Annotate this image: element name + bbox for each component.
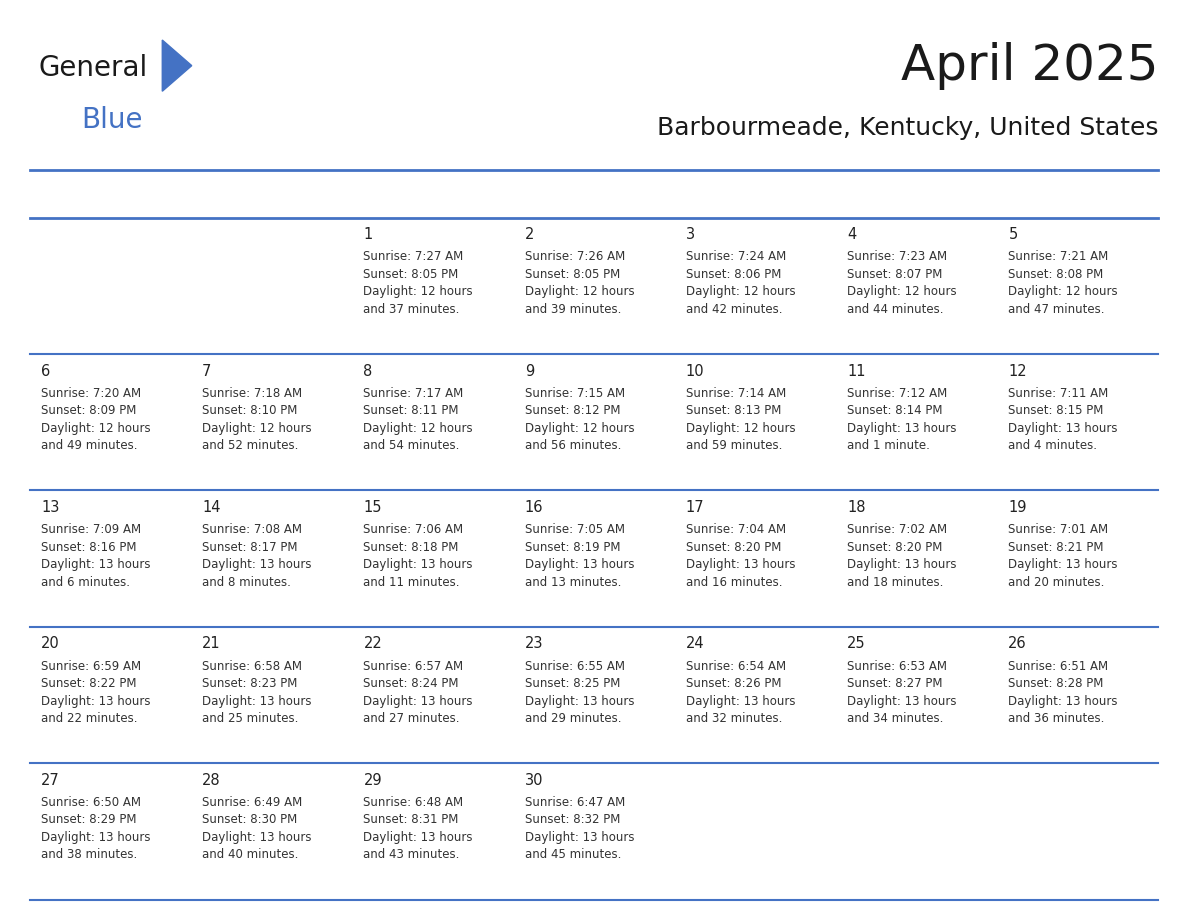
Text: 28: 28 <box>202 773 221 788</box>
Text: Sunrise: 7:24 AM
Sunset: 8:06 PM
Daylight: 12 hours
and 42 minutes.: Sunrise: 7:24 AM Sunset: 8:06 PM Dayligh… <box>685 251 796 316</box>
Text: 27: 27 <box>40 773 59 788</box>
Text: 22: 22 <box>364 636 383 652</box>
Text: General: General <box>39 54 148 83</box>
Text: Sunrise: 7:14 AM
Sunset: 8:13 PM
Daylight: 12 hours
and 59 minutes.: Sunrise: 7:14 AM Sunset: 8:13 PM Dayligh… <box>685 386 796 453</box>
Text: Blue: Blue <box>81 106 143 134</box>
Text: Sunrise: 6:58 AM
Sunset: 8:23 PM
Daylight: 13 hours
and 25 minutes.: Sunrise: 6:58 AM Sunset: 8:23 PM Dayligh… <box>202 659 311 725</box>
Text: 2: 2 <box>525 227 535 242</box>
Text: April 2025: April 2025 <box>901 41 1158 90</box>
Text: 3: 3 <box>685 227 695 242</box>
Text: Friday: Friday <box>851 185 908 203</box>
Text: 30: 30 <box>525 773 543 788</box>
Text: 19: 19 <box>1009 500 1026 515</box>
Text: Barbourmeade, Kentucky, United States: Barbourmeade, Kentucky, United States <box>657 117 1158 140</box>
Text: 24: 24 <box>685 636 704 652</box>
Text: Sunrise: 7:09 AM
Sunset: 8:16 PM
Daylight: 13 hours
and 6 minutes.: Sunrise: 7:09 AM Sunset: 8:16 PM Dayligh… <box>40 523 151 588</box>
Text: Sunrise: 7:26 AM
Sunset: 8:05 PM
Daylight: 12 hours
and 39 minutes.: Sunrise: 7:26 AM Sunset: 8:05 PM Dayligh… <box>525 251 634 316</box>
Text: Sunrise: 6:55 AM
Sunset: 8:25 PM
Daylight: 13 hours
and 29 minutes.: Sunrise: 6:55 AM Sunset: 8:25 PM Dayligh… <box>525 659 634 725</box>
Text: 9: 9 <box>525 364 533 378</box>
Text: Sunrise: 6:48 AM
Sunset: 8:31 PM
Daylight: 13 hours
and 43 minutes.: Sunrise: 6:48 AM Sunset: 8:31 PM Dayligh… <box>364 796 473 861</box>
Text: Sunrise: 6:47 AM
Sunset: 8:32 PM
Daylight: 13 hours
and 45 minutes.: Sunrise: 6:47 AM Sunset: 8:32 PM Dayligh… <box>525 796 634 861</box>
Text: Sunrise: 6:53 AM
Sunset: 8:27 PM
Daylight: 13 hours
and 34 minutes.: Sunrise: 6:53 AM Sunset: 8:27 PM Dayligh… <box>847 659 956 725</box>
Text: Sunrise: 6:50 AM
Sunset: 8:29 PM
Daylight: 13 hours
and 38 minutes.: Sunrise: 6:50 AM Sunset: 8:29 PM Dayligh… <box>40 796 151 861</box>
Text: 18: 18 <box>847 500 866 515</box>
Text: Sunrise: 7:27 AM
Sunset: 8:05 PM
Daylight: 12 hours
and 37 minutes.: Sunrise: 7:27 AM Sunset: 8:05 PM Dayligh… <box>364 251 473 316</box>
Text: Sunrise: 6:59 AM
Sunset: 8:22 PM
Daylight: 13 hours
and 22 minutes.: Sunrise: 6:59 AM Sunset: 8:22 PM Dayligh… <box>40 659 151 725</box>
Text: Sunrise: 7:21 AM
Sunset: 8:08 PM
Daylight: 12 hours
and 47 minutes.: Sunrise: 7:21 AM Sunset: 8:08 PM Dayligh… <box>1009 251 1118 316</box>
Text: 20: 20 <box>40 636 59 652</box>
Text: 25: 25 <box>847 636 866 652</box>
Text: Sunrise: 7:17 AM
Sunset: 8:11 PM
Daylight: 12 hours
and 54 minutes.: Sunrise: 7:17 AM Sunset: 8:11 PM Dayligh… <box>364 386 473 453</box>
Text: 4: 4 <box>847 227 857 242</box>
Text: 11: 11 <box>847 364 866 378</box>
Text: Sunrise: 6:57 AM
Sunset: 8:24 PM
Daylight: 13 hours
and 27 minutes.: Sunrise: 6:57 AM Sunset: 8:24 PM Dayligh… <box>364 659 473 725</box>
Text: 13: 13 <box>40 500 59 515</box>
Text: 21: 21 <box>202 636 221 652</box>
Text: Sunrise: 6:54 AM
Sunset: 8:26 PM
Daylight: 13 hours
and 32 minutes.: Sunrise: 6:54 AM Sunset: 8:26 PM Dayligh… <box>685 659 796 725</box>
Text: Thursday: Thursday <box>689 185 776 203</box>
Text: 15: 15 <box>364 500 383 515</box>
Text: Sunrise: 7:05 AM
Sunset: 8:19 PM
Daylight: 13 hours
and 13 minutes.: Sunrise: 7:05 AM Sunset: 8:19 PM Dayligh… <box>525 523 634 588</box>
Text: Wednesday: Wednesday <box>527 185 636 203</box>
Text: Tuesday: Tuesday <box>367 185 443 203</box>
Text: 8: 8 <box>364 364 373 378</box>
Text: Monday: Monday <box>206 185 278 203</box>
Text: Sunrise: 7:18 AM
Sunset: 8:10 PM
Daylight: 12 hours
and 52 minutes.: Sunrise: 7:18 AM Sunset: 8:10 PM Dayligh… <box>202 386 311 453</box>
Text: Saturday: Saturday <box>1011 185 1097 203</box>
Text: Sunrise: 7:08 AM
Sunset: 8:17 PM
Daylight: 13 hours
and 8 minutes.: Sunrise: 7:08 AM Sunset: 8:17 PM Dayligh… <box>202 523 311 588</box>
Polygon shape <box>163 40 191 91</box>
Text: Sunrise: 6:49 AM
Sunset: 8:30 PM
Daylight: 13 hours
and 40 minutes.: Sunrise: 6:49 AM Sunset: 8:30 PM Dayligh… <box>202 796 311 861</box>
Text: 14: 14 <box>202 500 221 515</box>
Text: Sunrise: 7:04 AM
Sunset: 8:20 PM
Daylight: 13 hours
and 16 minutes.: Sunrise: 7:04 AM Sunset: 8:20 PM Dayligh… <box>685 523 796 588</box>
Text: Sunrise: 7:02 AM
Sunset: 8:20 PM
Daylight: 13 hours
and 18 minutes.: Sunrise: 7:02 AM Sunset: 8:20 PM Dayligh… <box>847 523 956 588</box>
Text: 17: 17 <box>685 500 704 515</box>
Text: 26: 26 <box>1009 636 1026 652</box>
Text: 1: 1 <box>364 227 373 242</box>
Text: 5: 5 <box>1009 227 1018 242</box>
Text: Sunday: Sunday <box>44 185 113 203</box>
Text: Sunrise: 7:01 AM
Sunset: 8:21 PM
Daylight: 13 hours
and 20 minutes.: Sunrise: 7:01 AM Sunset: 8:21 PM Dayligh… <box>1009 523 1118 588</box>
Text: 16: 16 <box>525 500 543 515</box>
Text: Sunrise: 7:12 AM
Sunset: 8:14 PM
Daylight: 13 hours
and 1 minute.: Sunrise: 7:12 AM Sunset: 8:14 PM Dayligh… <box>847 386 956 453</box>
Text: Sunrise: 7:06 AM
Sunset: 8:18 PM
Daylight: 13 hours
and 11 minutes.: Sunrise: 7:06 AM Sunset: 8:18 PM Dayligh… <box>364 523 473 588</box>
Text: Sunrise: 7:20 AM
Sunset: 8:09 PM
Daylight: 12 hours
and 49 minutes.: Sunrise: 7:20 AM Sunset: 8:09 PM Dayligh… <box>40 386 151 453</box>
Text: 23: 23 <box>525 636 543 652</box>
Text: 12: 12 <box>1009 364 1026 378</box>
Text: Sunrise: 7:23 AM
Sunset: 8:07 PM
Daylight: 12 hours
and 44 minutes.: Sunrise: 7:23 AM Sunset: 8:07 PM Dayligh… <box>847 251 956 316</box>
Text: 10: 10 <box>685 364 704 378</box>
Text: Sunrise: 6:51 AM
Sunset: 8:28 PM
Daylight: 13 hours
and 36 minutes.: Sunrise: 6:51 AM Sunset: 8:28 PM Dayligh… <box>1009 659 1118 725</box>
Text: 7: 7 <box>202 364 211 378</box>
Text: 6: 6 <box>40 364 50 378</box>
Text: Sunrise: 7:15 AM
Sunset: 8:12 PM
Daylight: 12 hours
and 56 minutes.: Sunrise: 7:15 AM Sunset: 8:12 PM Dayligh… <box>525 386 634 453</box>
Text: Sunrise: 7:11 AM
Sunset: 8:15 PM
Daylight: 13 hours
and 4 minutes.: Sunrise: 7:11 AM Sunset: 8:15 PM Dayligh… <box>1009 386 1118 453</box>
Text: 29: 29 <box>364 773 383 788</box>
